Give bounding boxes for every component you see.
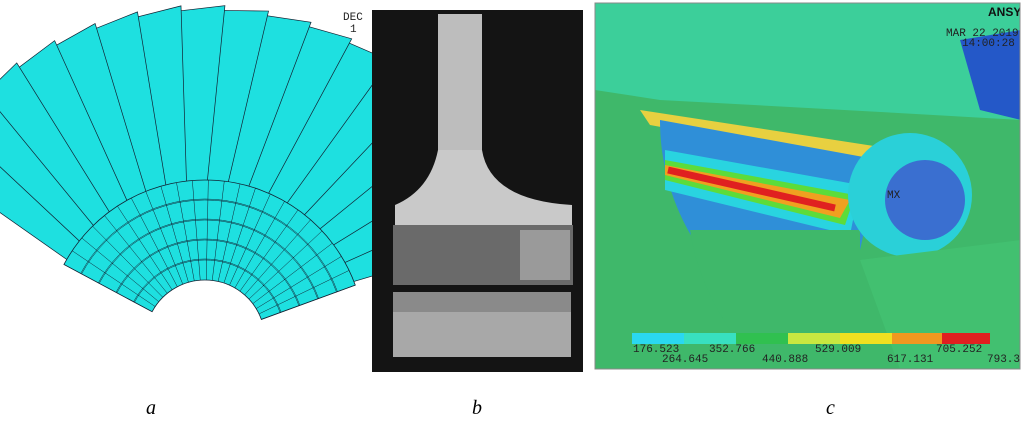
photo — [372, 10, 583, 372]
logo: ANSYS — [988, 5, 1021, 19]
figure: DEC 1 176.523 264.645 352.766 440.888 52… — [0, 0, 1021, 421]
legend-label: 793.3 — [987, 354, 1020, 366]
stress-contour: 176.523 264.645 352.766 440.888 529.009 … — [595, 3, 1021, 369]
legend-label: 440.888 — [762, 354, 808, 366]
legend-label: 352.766 — [709, 344, 755, 356]
caption: b — [472, 397, 482, 419]
corner-text: 1 — [350, 24, 357, 36]
caption: c — [826, 397, 835, 419]
caption: a — [146, 397, 156, 419]
legend-label: 264.645 — [662, 354, 708, 366]
corner-text: DEC — [343, 12, 363, 24]
legend-label: 617.131 — [887, 354, 934, 366]
marker: MX — [887, 190, 901, 202]
time: 14:00:28 — [962, 38, 1015, 50]
legend-label: 705.252 — [936, 344, 982, 356]
legend-label: 529.009 — [815, 344, 861, 356]
